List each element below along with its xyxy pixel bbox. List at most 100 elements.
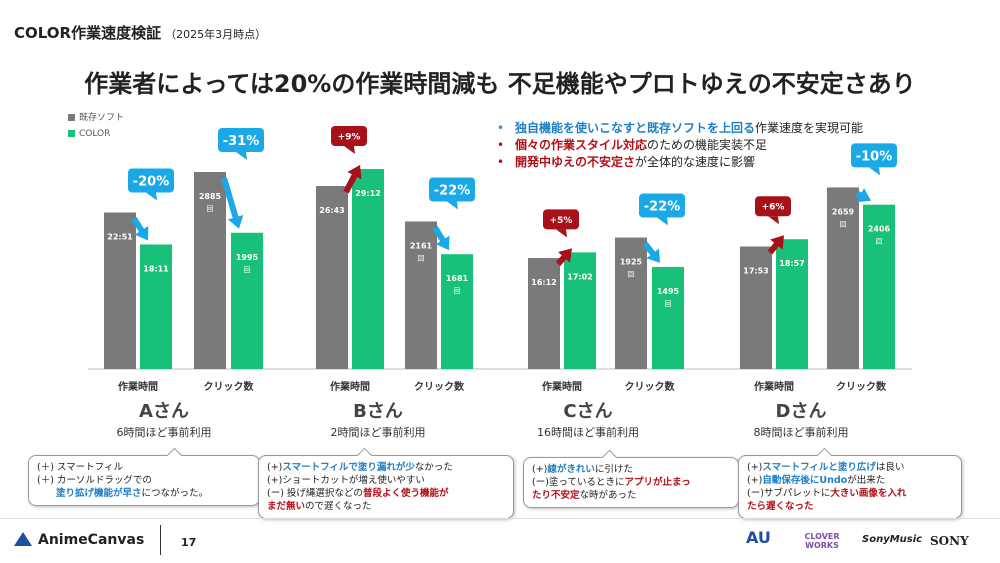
person-usage: 6時間ほど事前利用 <box>116 426 212 439</box>
brand-logo: AnimeCanvas <box>14 532 144 548</box>
change-arrow-head <box>347 165 362 180</box>
bar-Bさん-clicks-existing <box>405 221 437 369</box>
change-badge <box>128 168 174 193</box>
bar-Cさん-clicks-color <box>652 266 684 369</box>
category-label: クリック数 <box>836 380 887 393</box>
change-badge-pointer <box>236 152 247 160</box>
change-badge-pointer <box>146 192 157 201</box>
comment-callout-2: (+)スマートフィルで塗り漏れが少なかった (+)ショートカットが増え使いやすい (… <box>258 447 514 519</box>
person-label-2: Bさん 2時間ほど事前利用 <box>278 397 478 440</box>
comment-callout-1: (＋) スマートフィル (＋) カーソルドラッグでの 塗り拡げ機能が早さにつながっ… <box>28 447 260 506</box>
change-arrow-head <box>856 188 871 203</box>
page-title: COLOR作業速度検証 （2025年3月時点） <box>14 24 267 42</box>
change-arrow-head <box>227 214 244 229</box>
change-badge-pointer <box>447 201 458 210</box>
comment-line: (+)スマートフィルと塗り広げは良い <box>747 462 905 473</box>
data-label-unit: 回 <box>628 271 635 279</box>
bar-Bさん-clicks-color <box>441 254 473 369</box>
brand-logo-icon <box>14 532 32 546</box>
data-label: 18:11 <box>143 264 169 273</box>
person-label-1: Aさん 6時間ほど事前利用 <box>64 397 264 440</box>
comment-callout-4: (+)スマートフィルと塗り広げは良い (+)自動保存後にUndoが出来た (ー)サブ… <box>738 447 962 519</box>
change-badge <box>851 143 897 168</box>
footer-divider <box>0 518 1000 519</box>
change-arrow-head <box>646 248 660 263</box>
bar-Dさん-clicks-existing <box>827 187 859 369</box>
bar-Dさん-time-existing <box>740 246 772 369</box>
data-label-unit: 回 <box>244 266 251 274</box>
legend-item-existing: 既存ソフト <box>68 110 124 126</box>
person-name: Dさん <box>775 401 827 422</box>
person-usage: 16時間ほど事前利用 <box>537 426 639 439</box>
data-label: 29:12 <box>355 189 380 198</box>
person-name: Bさん <box>353 401 403 422</box>
change-badge-pointer <box>657 217 668 226</box>
change-badge <box>639 193 685 218</box>
bar-Cさん-clicks-existing <box>615 237 647 369</box>
data-label-unit: 回 <box>207 205 214 213</box>
change-label: -20% <box>133 174 170 189</box>
data-label: 22:51 <box>107 232 133 241</box>
data-label: 16:12 <box>531 278 556 287</box>
data-label: 2406 <box>868 225 891 234</box>
change-badge-pointer <box>344 146 355 154</box>
data-label-unit: 回 <box>665 300 672 308</box>
bar-Bさん-time-existing <box>316 185 348 369</box>
finding-1: 独自機能を使いこなすと既存ソフトを上回る作業速度を実現可能 <box>495 120 863 137</box>
change-arrow-shaft <box>221 177 240 222</box>
comment-line: 塗り拡げ機能が早さにつながった。 <box>56 488 209 499</box>
finding-3: 開発中ゆえの不安定さが全体的な速度に影響 <box>495 154 863 171</box>
category-label: 作業時間 <box>754 380 794 393</box>
change-label: -22% <box>434 183 471 198</box>
comment-line: (ー) 投げ縄選択などの普段よく使う機能が <box>267 488 449 499</box>
data-label: 2885 <box>199 192 222 201</box>
comment-line: (＋) カーソルドラッグでの <box>37 475 152 486</box>
data-label: 2161 <box>410 241 433 250</box>
data-label-unit: 回 <box>454 287 461 295</box>
change-badge-pointer <box>768 216 779 225</box>
comment-line: (+)スマートフィルで塗り漏れが少なかった <box>267 462 453 473</box>
change-arrow-head <box>134 226 149 241</box>
legend-item-color: COLOR <box>68 126 124 142</box>
change-badge <box>543 209 579 230</box>
data-label: 1995 <box>236 253 259 262</box>
bar-Aさん-clicks-color <box>231 232 263 369</box>
key-findings-list: 独自機能を使いこなすと既存ソフトを上回る作業速度を実現可能個々の作業スタイル対応… <box>495 120 863 171</box>
person-usage: 2時間ほど事前利用 <box>330 426 426 439</box>
category-label: クリック数 <box>625 380 676 393</box>
comment-line: たら遅くなった <box>747 501 814 512</box>
chart-legend: 既存ソフト COLOR <box>68 110 124 142</box>
data-label-unit: 回 <box>876 238 883 246</box>
bar-Cさん-time-color <box>564 252 596 369</box>
comment-line: (＋) スマートフィル <box>37 462 123 473</box>
partner-logo-1: AU <box>746 528 771 547</box>
data-label: 1495 <box>657 287 680 296</box>
data-label-unit: 回 <box>840 220 847 228</box>
partner-logo-4: SONY <box>930 534 969 548</box>
comment-line: まだ無いので遅くなった <box>267 501 372 512</box>
legend-swatch-color <box>68 130 75 137</box>
data-label: 2659 <box>832 207 855 216</box>
person-usage: 8時間ほど事前利用 <box>753 426 849 439</box>
data-label: 17:53 <box>743 267 768 276</box>
person-label-4: Dさん 8時間ほど事前利用 <box>701 397 901 440</box>
change-badge <box>218 128 264 152</box>
change-badge-pointer <box>869 167 880 176</box>
bar-Aさん-clicks-existing <box>194 172 226 369</box>
change-badge <box>429 177 475 202</box>
change-arrow-head <box>770 235 784 250</box>
category-label: 作業時間 <box>542 380 582 393</box>
change-badge <box>331 126 367 146</box>
data-label: 1925 <box>620 258 643 267</box>
footer-separator <box>160 525 161 555</box>
comparison-chart: 22:5118:11作業時間-20%28851995回回クリック数-31%26:… <box>88 126 912 393</box>
headline: 作業者によっては20%の作業時間減も 不足機能やプロトゆえの不安定さあり <box>84 70 916 98</box>
change-label: -31% <box>223 134 260 149</box>
comment-line: (+)線がきれいに引けた <box>532 464 633 475</box>
page-subtitle: （2025年3月時点） <box>165 28 267 41</box>
partner-logo-2: CLOVER WORKS <box>804 532 840 550</box>
finding-2: 個々の作業スタイル対応のための機能実装不足 <box>495 137 863 154</box>
person-name: Aさん <box>139 401 189 422</box>
person-name: Cさん <box>563 401 613 422</box>
comment-line: (ー)塗っているときにアプリが止まっ <box>532 477 691 488</box>
